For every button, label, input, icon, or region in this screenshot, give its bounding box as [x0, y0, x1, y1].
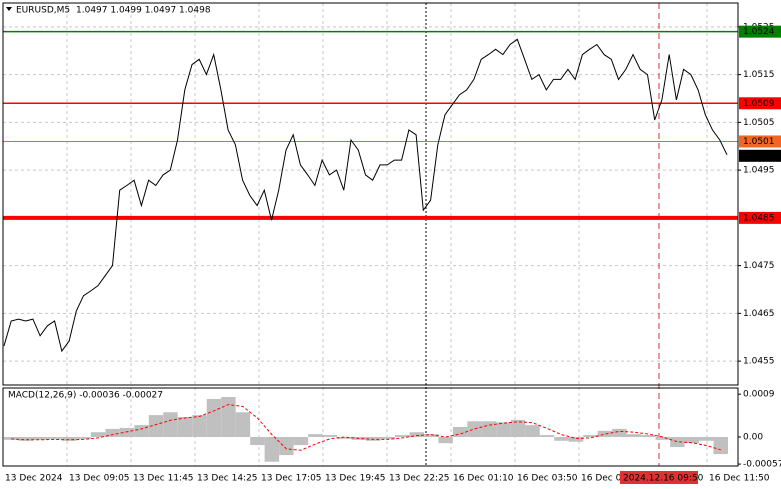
y-tick-label: 1.0455	[743, 357, 775, 367]
level-label-bg	[739, 97, 781, 110]
menu-icon	[6, 7, 12, 11]
current-price-label: 1.0498	[743, 151, 775, 161]
histogram-bar	[699, 436, 714, 441]
x-tick-label: 13 Dec 19:45	[325, 474, 386, 484]
histogram-bar	[467, 421, 482, 437]
histogram-bar	[90, 432, 106, 437]
histogram-bar	[308, 434, 323, 437]
histogram-bar	[47, 436, 62, 439]
level-label: 1.0524	[743, 27, 775, 37]
histogram-bar	[438, 436, 453, 444]
histogram-bar	[684, 436, 700, 444]
level-label-bg	[739, 25, 781, 38]
histogram-bar	[337, 436, 352, 439]
x-tick-label: 13 Dec 2024	[5, 474, 63, 484]
level-label: 1.0485	[743, 213, 775, 223]
histogram-bar	[293, 436, 309, 446]
histogram-bar	[380, 436, 395, 439]
histogram-bar	[409, 432, 424, 437]
histogram-bar	[394, 435, 410, 437]
x-tick-label: 16 Dec 06:30	[581, 474, 642, 484]
macd-title: MACD(12,26,9) -0.00036 -0.00027	[8, 391, 163, 401]
x-tick-label: 13 Dec 22:25	[389, 474, 450, 484]
y-tick-label: 1.0495	[743, 166, 775, 176]
x-tick-label: 16 Dec 01:10	[453, 474, 514, 484]
histogram-bar	[250, 436, 265, 446]
histogram-bar	[119, 427, 135, 437]
labels: 1.0455 1.0465 1.0475 1.0495 1.0505 1.0515 1.05…	[5, 22, 781, 484]
histogram-bar	[525, 425, 540, 437]
level-label: 1.0501	[743, 137, 775, 147]
y-tick-label: 1.0515	[743, 70, 775, 80]
histogram-bar	[235, 412, 251, 437]
y-tick-label: 0.0009	[743, 390, 775, 400]
main-frame	[2, 2, 739, 386]
level-label-bg	[739, 135, 781, 148]
x-tick-label: 13 Dec 09:05	[69, 474, 130, 484]
histogram-bar	[641, 435, 656, 437]
quote: 1.0497 1.0499 1.0497 1.0498	[76, 6, 211, 16]
x-tick-label: 16 Dec 11:50	[709, 474, 770, 484]
level-label-bg	[739, 211, 781, 224]
histogram-bar	[279, 436, 294, 456]
histogram-bar	[148, 415, 164, 437]
macd-frame	[2, 387, 739, 467]
histogram-bar	[76, 436, 91, 439]
histogram-bar	[452, 427, 468, 437]
histogram-bar	[626, 434, 642, 437]
histogram-bar	[713, 436, 728, 455]
crosshair-label-bg	[620, 471, 698, 484]
histogram-bar	[192, 415, 207, 437]
histogram-bar	[423, 434, 439, 437]
histogram-bar	[177, 417, 193, 437]
y-tick-label: 1.0475	[743, 261, 775, 271]
x-tick-label: 13 Dec 17:05	[261, 474, 322, 484]
histogram-bar	[163, 412, 178, 437]
histogram-bar	[496, 422, 511, 437]
signal-line	[11, 404, 721, 451]
y-tick-label: 1.0465	[743, 309, 775, 319]
histogram-bar	[655, 436, 671, 440]
grid	[3, 3, 738, 466]
histogram-bar	[221, 397, 236, 437]
histogram-bar	[105, 428, 120, 437]
histogram-bar	[322, 435, 338, 437]
y-tick-label: 1.0505	[743, 118, 775, 128]
histogram-bar	[61, 436, 77, 441]
histogram-bar	[583, 435, 598, 437]
histogram-bar	[481, 421, 497, 437]
y-tick-label: -0.00057	[743, 460, 781, 470]
histogram-bar	[366, 436, 381, 441]
histogram-bar	[670, 436, 685, 447]
crosshair-label: 2024.12.16 09:50	[623, 474, 704, 484]
x-tick-label: 13 Dec 11:45	[133, 474, 194, 484]
symbol-title: EURUSD,M5	[16, 6, 70, 16]
histogram-bar	[134, 425, 149, 437]
histogram-bar	[568, 436, 584, 442]
histogram-bar	[539, 435, 555, 437]
histogram-bar	[264, 436, 280, 462]
plot	[3, 30, 738, 462]
price-line	[3, 38, 728, 353]
histogram-bar	[206, 398, 222, 437]
x-tick-label: 13 Dec 14:25	[197, 474, 258, 484]
histogram-bar	[32, 436, 48, 440]
y-tick-label: 0.00	[743, 432, 763, 442]
current-price-bg	[739, 149, 781, 162]
histogram-bar	[612, 428, 627, 437]
histogram-bar	[554, 436, 569, 441]
histogram-bar	[510, 419, 526, 437]
histogram-bar	[597, 430, 613, 437]
x-tick-label: 16 Dec 03:50	[517, 474, 578, 484]
histogram-bar	[18, 436, 33, 441]
level-label: 1.0509	[743, 99, 775, 109]
